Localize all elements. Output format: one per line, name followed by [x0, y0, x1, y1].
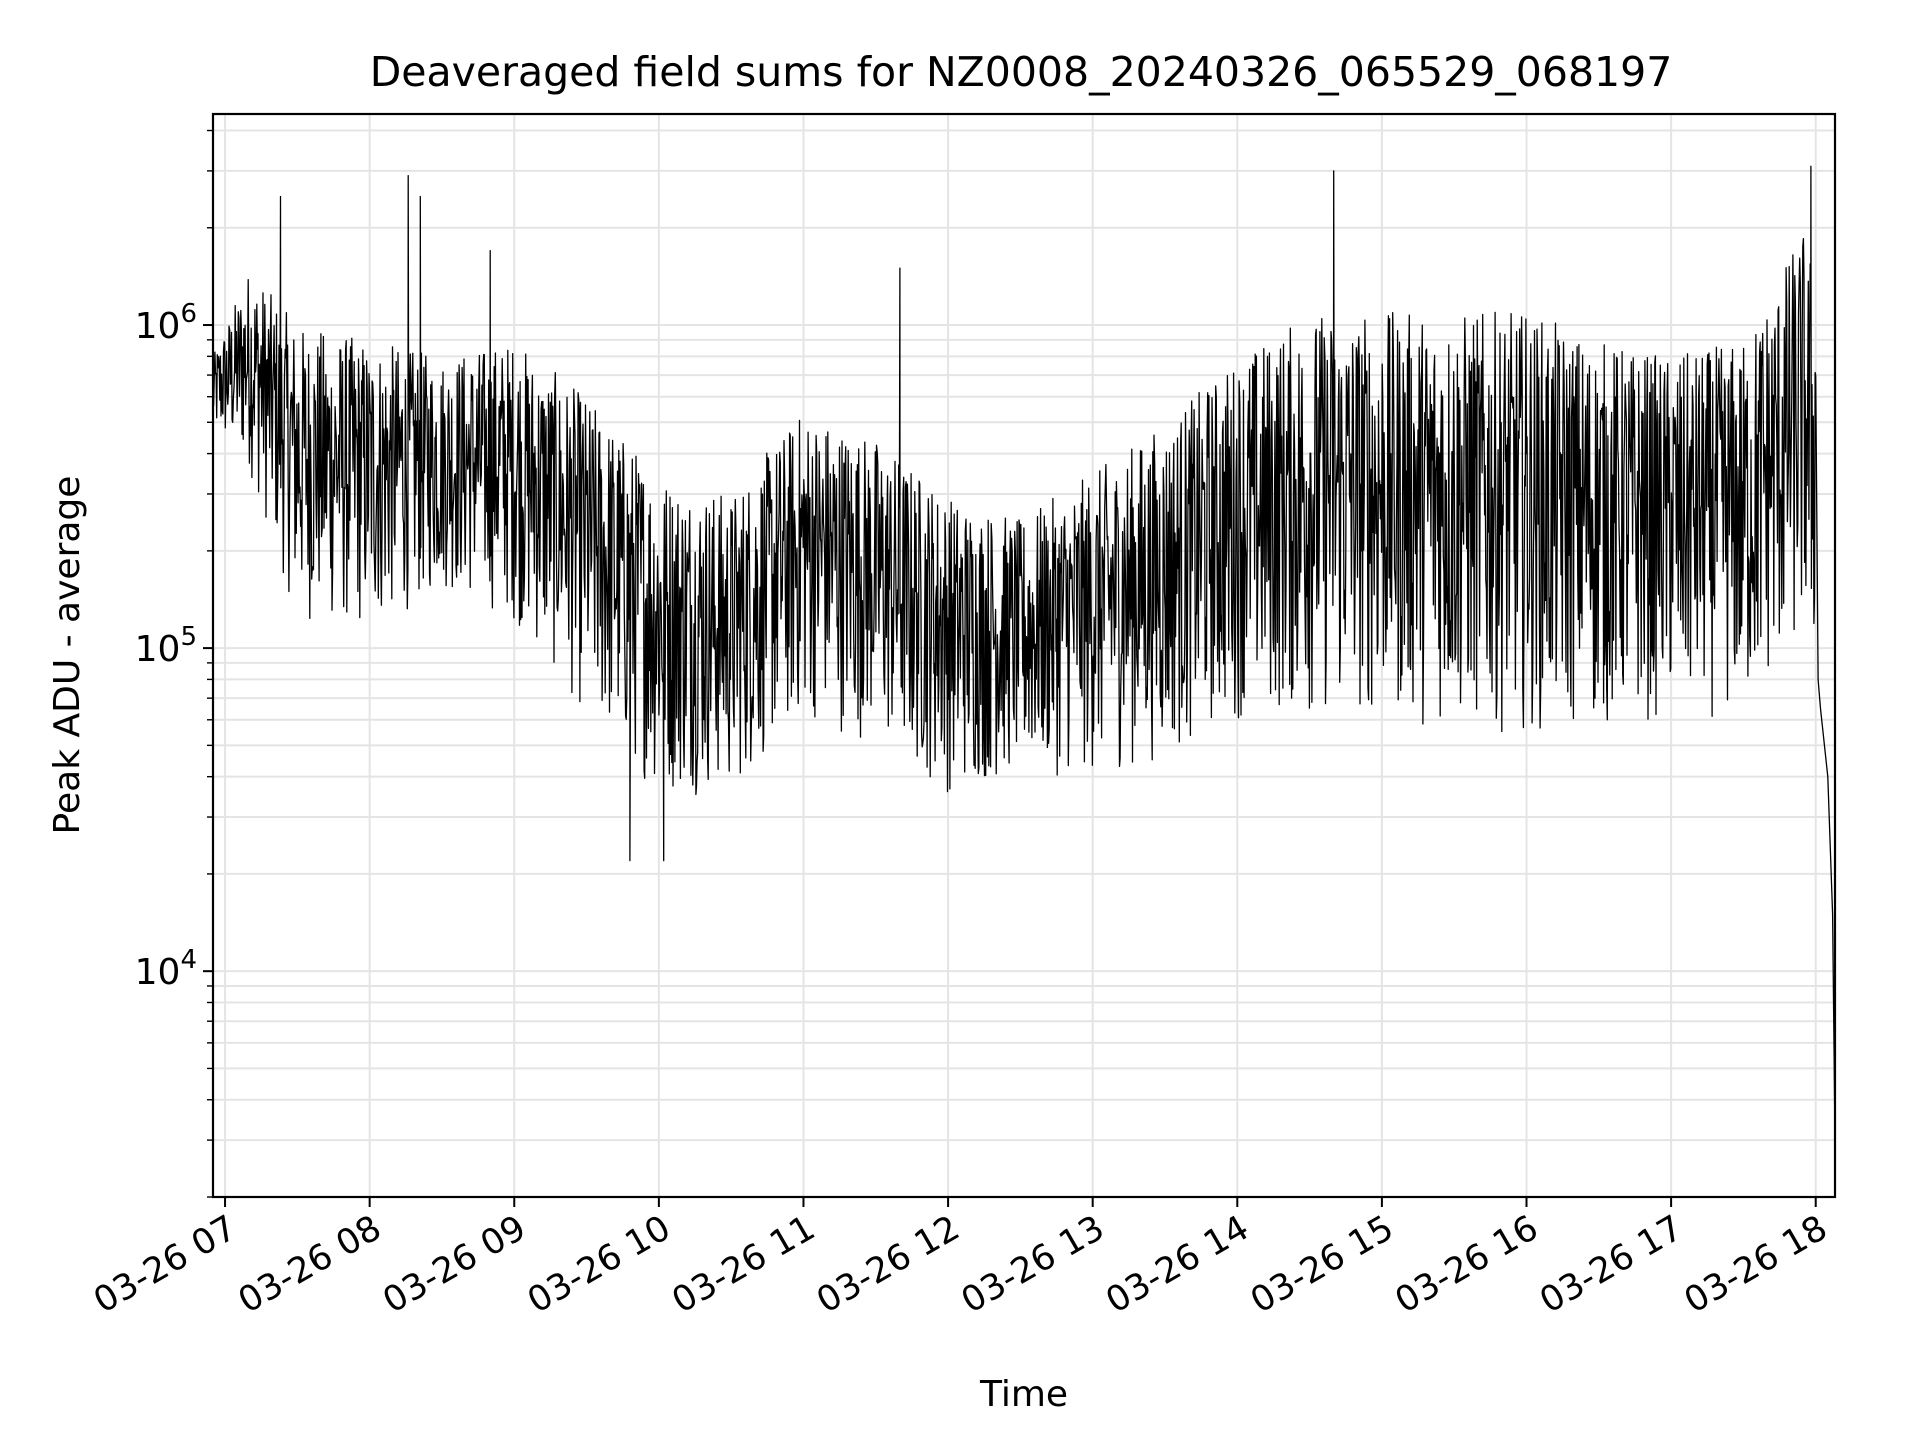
- y-tick-label: 105: [135, 622, 197, 670]
- plot-frame: [211, 112, 1837, 1199]
- data-series-line: [212, 165, 1836, 1141]
- x-axis-label: Time: [979, 1374, 1068, 1415]
- y-axis-ticks: 104 105 106: [135, 129, 213, 1198]
- series-line-path: [212, 165, 1836, 1141]
- y-tick-label: 104: [135, 945, 197, 993]
- y-axis-label: Peak ADU - average: [47, 476, 88, 835]
- chart-title: Deaveraged field sums for NZ0008_2024032…: [370, 48, 1673, 96]
- y-tick-label: 106: [135, 299, 197, 347]
